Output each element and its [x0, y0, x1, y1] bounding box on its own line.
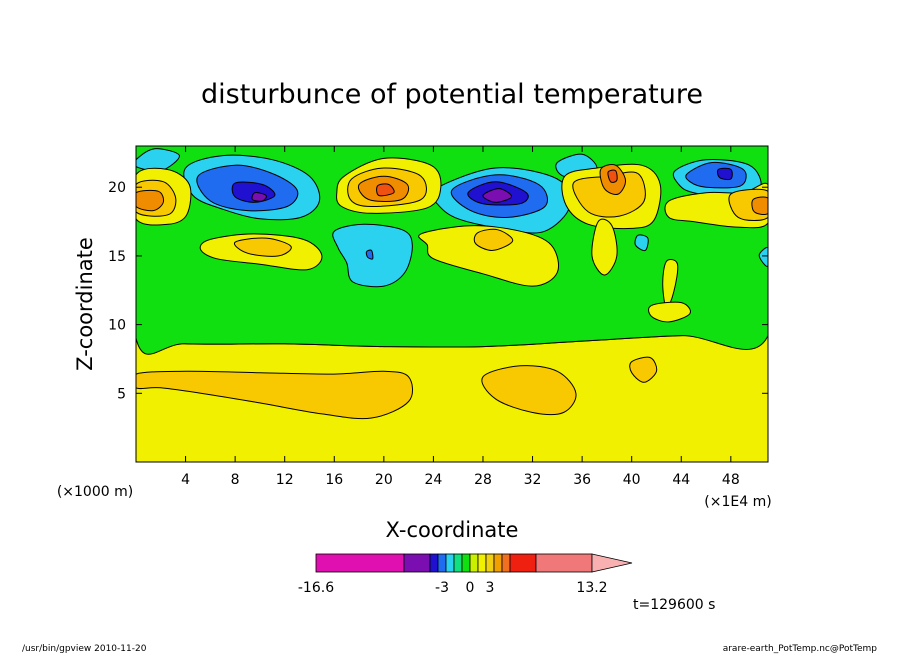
x-tick-label: 12	[276, 472, 294, 488]
time-label: t=129600 s	[633, 597, 715, 613]
plot-frame	[135, 145, 769, 463]
colorbar-swatch	[509, 553, 537, 573]
colorbar-label: 13.2	[576, 580, 607, 596]
colorbar-swatch	[493, 553, 503, 573]
contour-region-pos2	[473, 228, 514, 251]
y-tick-label: 10	[108, 318, 126, 334]
contour-region-pos2	[629, 356, 658, 383]
contour-region-neg4	[716, 167, 733, 181]
y-tick-label: 5	[117, 386, 126, 402]
contour-region-pos1	[648, 301, 691, 323]
contour-region-neg2	[634, 234, 649, 252]
x-tick-label: 24	[424, 472, 442, 488]
colorbar-label: 3	[486, 580, 495, 596]
colorbar-swatch	[477, 553, 487, 573]
y-axis-unit: (×1E4 m)	[704, 494, 771, 510]
contour-region-pos3	[751, 196, 768, 215]
colorbar-swatch	[469, 553, 479, 573]
contour-region-pos1	[591, 218, 618, 276]
colorbar-swatch	[535, 553, 593, 573]
contour-region-pos4	[376, 183, 395, 197]
contour-region-neg5	[482, 188, 512, 203]
footer-left: /usr/bin/gpview 2010-11-20	[22, 644, 147, 654]
colorbar-swatch	[315, 553, 405, 573]
x-tick-label: 28	[474, 472, 492, 488]
contour-region-neg2	[758, 246, 768, 267]
colorbar-swatch	[461, 553, 471, 573]
contour-region-pos1	[136, 325, 768, 462]
footer-right: arare-earth_PotTemp.nc@PotTemp	[723, 644, 878, 654]
contour-region-pos2	[233, 237, 292, 257]
colorbar-label: 0	[466, 580, 475, 596]
contour-region-pos2	[136, 370, 413, 420]
contour-region-neg3	[685, 161, 747, 189]
y-tick-label: 20	[108, 180, 126, 196]
colorbar-label: -16.6	[298, 580, 334, 596]
colorbar-swatch	[437, 553, 447, 573]
y-axis-label: Z-coordinate	[73, 237, 97, 371]
y-axis: 5 10 15 20	[108, 180, 768, 402]
x-tick-label: 4	[181, 472, 190, 488]
x-axis-unit: (×1000 m)	[57, 484, 133, 500]
contour-region-pos3	[136, 189, 164, 212]
colorbar-extension-arrow	[591, 553, 633, 573]
x-tick-label: 16	[325, 472, 343, 488]
x-tick-label: 8	[231, 472, 240, 488]
contour-region-pos1	[418, 225, 560, 287]
x-tick-label: 32	[524, 472, 542, 488]
contour-region-neg5	[251, 192, 267, 202]
colorbar-swatch	[445, 553, 455, 573]
colorbar: -16.6 -3 0 3 13.2	[298, 553, 633, 596]
plot-area	[135, 145, 769, 463]
contour-regions	[136, 146, 768, 462]
x-tick-label: 20	[375, 472, 393, 488]
x-axis-label: X-coordinate	[386, 518, 519, 542]
y-tick-label: 15	[108, 249, 126, 265]
colorbar-swatch	[501, 553, 511, 573]
x-axis: 4 8 12 16 20 24 28 32 36 40 44 48	[181, 146, 740, 488]
x-tick-label: 36	[573, 472, 591, 488]
contour-region-neg2	[136, 148, 180, 172]
colorbar-swatch	[429, 553, 439, 573]
x-tick-label: 40	[623, 472, 641, 488]
contour-region-neg3	[365, 249, 374, 260]
colorbar-swatch	[453, 553, 463, 573]
colorbar-swatch	[485, 553, 495, 573]
contour-region-pos2	[481, 365, 577, 416]
colorbar-swatch	[403, 553, 431, 573]
colorbar-label: -3	[435, 580, 449, 596]
x-tick-label: 48	[722, 472, 740, 488]
x-tick-label: 44	[672, 472, 690, 488]
chart-title: disturbunce of potential temperature	[201, 79, 703, 110]
contour-region-pos4	[607, 169, 618, 183]
